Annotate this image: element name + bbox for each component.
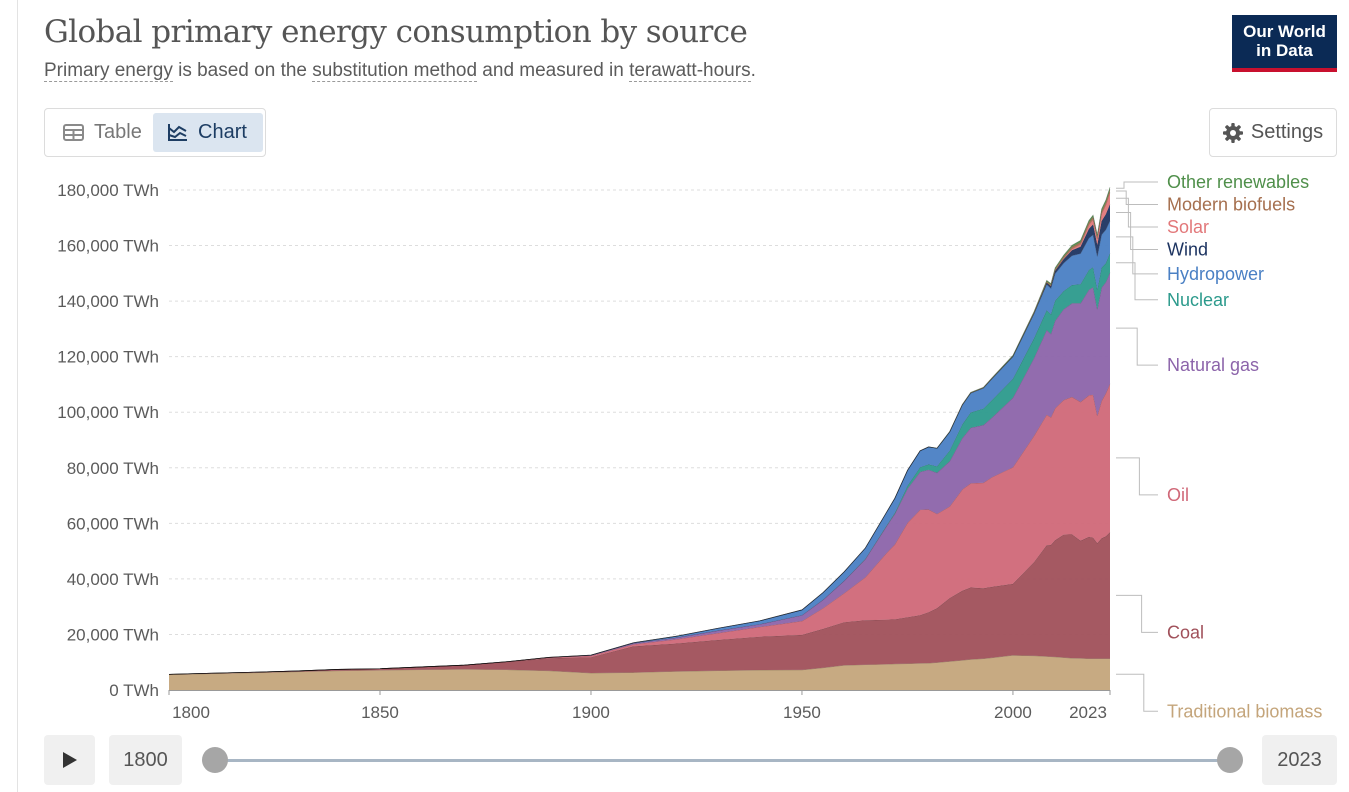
y-tick-label: 0 TWh	[109, 681, 159, 700]
play-button[interactable]	[44, 735, 95, 785]
x-tick-label: 2000	[994, 703, 1032, 722]
tab-table[interactable]: Table	[49, 113, 153, 152]
y-tick-label: 160,000 TWh	[57, 237, 159, 256]
legend-connector	[1116, 212, 1158, 250]
gear-icon	[1222, 122, 1243, 143]
gridlines	[169, 189, 1110, 635]
legend-connector	[1116, 262, 1158, 301]
subtitle-text-2: and measured in	[477, 60, 630, 81]
timeline-track[interactable]	[215, 759, 1230, 762]
subtitle-text-3: .	[750, 60, 756, 81]
y-tick-label: 120,000 TWh	[57, 348, 159, 367]
y-tick-label: 140,000 TWh	[57, 292, 159, 311]
legend-label[interactable]: Hydropower	[1167, 264, 1264, 284]
legend-label[interactable]: Oil	[1167, 485, 1189, 505]
legend-label[interactable]: Coal	[1167, 622, 1204, 642]
legend-connector	[1116, 190, 1158, 205]
area-traditional-biomass[interactable]	[169, 655, 1110, 690]
legend-label[interactable]: Traditional biomass	[1167, 701, 1322, 721]
tab-chart-label: Chart	[198, 121, 247, 143]
legend-label[interactable]: Other renewables	[1167, 172, 1309, 192]
play-icon	[62, 752, 77, 768]
legend-connector	[1116, 327, 1158, 366]
legend-label[interactable]: Natural gas	[1167, 355, 1259, 375]
legend-connector	[1116, 457, 1158, 496]
area-coal[interactable]	[169, 532, 1110, 675]
y-tick-label: 40,000 TWh	[67, 570, 159, 589]
settings-label: Settings	[1250, 121, 1324, 143]
logo-line-2: in Data	[1256, 41, 1313, 60]
end-year-label: 2023	[1262, 735, 1337, 785]
legend-connector	[1116, 594, 1158, 633]
legend-label[interactable]: Nuclear	[1167, 290, 1229, 310]
x-axis-ticks: 1800 1850 1900 1950 2000 2023	[168, 690, 1111, 722]
owid-logo[interactable]: Our World in Data	[1232, 15, 1337, 72]
x-tick-label: 1850	[361, 703, 399, 722]
subtitle-text-1: is based on the	[172, 60, 313, 81]
tab-chart[interactable]: Chart	[153, 113, 263, 152]
logo-line-1: Our World	[1243, 22, 1326, 41]
table-icon	[63, 124, 84, 141]
legend-label[interactable]: Solar	[1167, 217, 1209, 237]
y-tick-label: 60,000 TWh	[67, 514, 159, 533]
view-toggle: Table Chart	[44, 108, 266, 157]
legend-connector	[1116, 673, 1158, 712]
chart-title: Global primary energy consumption by sou…	[44, 14, 748, 50]
x-tick-label: 1900	[572, 703, 610, 722]
y-tick-label: 100,000 TWh	[57, 403, 159, 422]
x-tick-label: 1800	[172, 703, 210, 722]
legend-connector	[1116, 197, 1158, 228]
y-tick-label: 20,000 TWh	[67, 625, 159, 644]
x-tick-label: 2023	[1069, 703, 1107, 722]
series-areas	[168, 186, 1111, 690]
substitution-method-link[interactable]: substitution method	[312, 60, 478, 82]
settings-button[interactable]: Settings	[1209, 108, 1337, 157]
timeline-end-handle[interactable]	[1217, 747, 1243, 773]
chart-subtitle: Primary energy is based on the substitut…	[44, 60, 756, 82]
x-tick-label: 1950	[783, 703, 821, 722]
frame-border	[17, 0, 18, 792]
y-axis-ticks: 0 TWh 20,000 TWh 40,000 TWh 60,000 TWh 80,00…	[57, 181, 159, 700]
legend-connector	[1116, 181, 1158, 189]
legend-label[interactable]: Wind	[1167, 240, 1208, 260]
start-year-label: 1800	[109, 735, 182, 785]
terawatt-hours-link[interactable]: terawatt-hours	[629, 60, 751, 82]
legend-label[interactable]: Modern biofuels	[1167, 195, 1295, 215]
y-tick-label: 180,000 TWh	[57, 181, 159, 200]
y-tick-label: 80,000 TWh	[67, 459, 159, 478]
legend-connector	[1116, 236, 1158, 275]
timeline-start-handle[interactable]	[202, 747, 228, 773]
chart-icon	[168, 124, 187, 141]
area-natural-gas[interactable]	[169, 272, 1110, 675]
area-edge	[168, 186, 1111, 675]
primary-energy-link[interactable]: Primary energy	[44, 60, 173, 82]
area-oil[interactable]	[169, 383, 1110, 675]
stacked-area-chart: 0 TWh 20,000 TWh 40,000 TWh 60,000 TWh 80,00…	[57, 172, 1322, 722]
legend: Traditional biomass Coal Oil Natural gas Nuc…	[1116, 172, 1322, 721]
tab-table-label: Table	[94, 121, 142, 143]
